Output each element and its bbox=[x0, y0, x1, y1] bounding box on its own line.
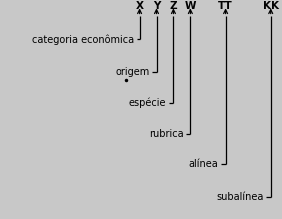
Text: rubrica: rubrica bbox=[149, 129, 183, 139]
Text: X: X bbox=[136, 1, 144, 11]
Text: TT: TT bbox=[218, 1, 233, 11]
Text: W: W bbox=[185, 1, 196, 11]
Text: origem: origem bbox=[115, 67, 149, 77]
Text: subalínea: subalínea bbox=[216, 192, 264, 202]
Text: alínea: alínea bbox=[189, 159, 219, 169]
Text: Y: Y bbox=[153, 1, 160, 11]
Text: KK: KK bbox=[263, 1, 279, 11]
Text: Z: Z bbox=[169, 1, 177, 11]
Text: categoria econômica: categoria econômica bbox=[32, 34, 134, 45]
Text: espécie: espécie bbox=[129, 98, 166, 108]
